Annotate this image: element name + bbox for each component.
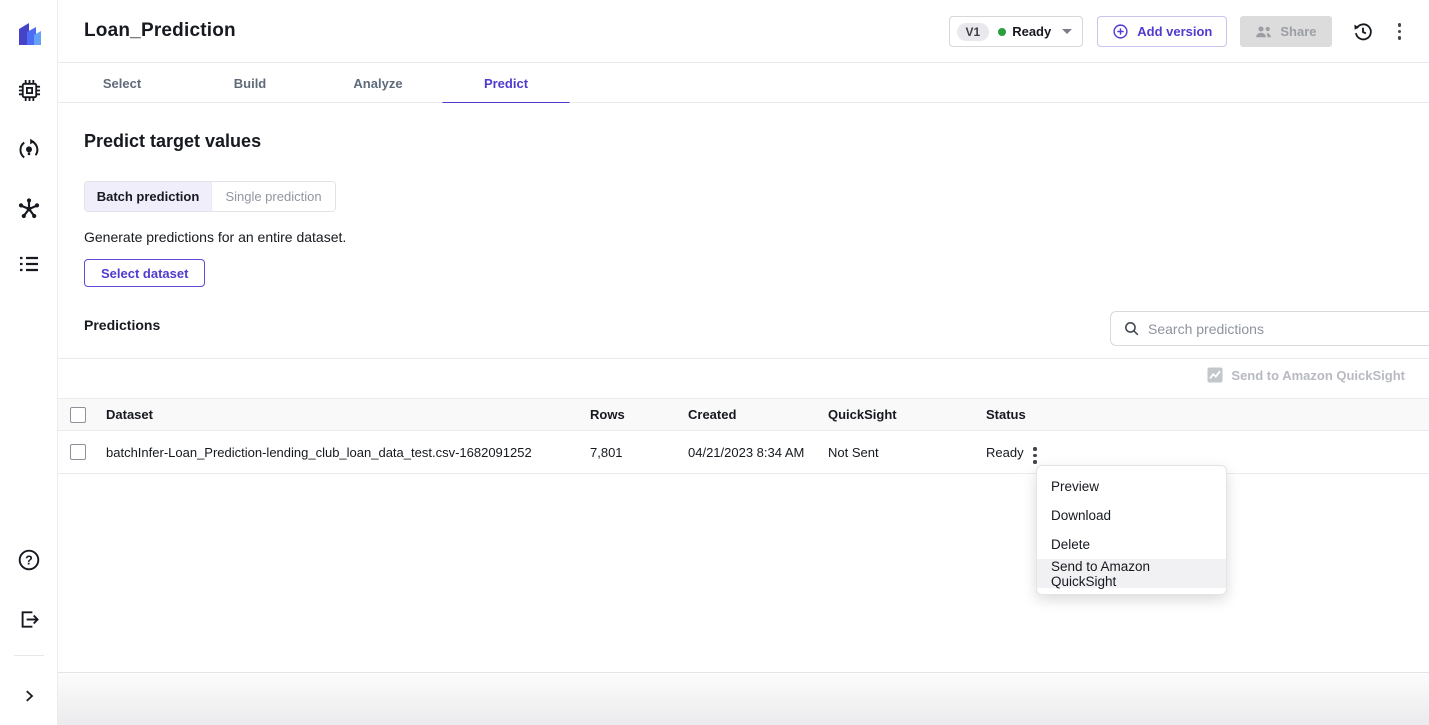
- row-context-menu: Preview Download Delete Send to Amazon Q…: [1036, 465, 1227, 595]
- version-history-button[interactable]: [1352, 21, 1374, 43]
- col-dataset: Dataset: [106, 407, 153, 422]
- section-divider: [58, 358, 1429, 359]
- row-created: 04/21/2023 8:34 AM: [688, 444, 805, 460]
- menu-item-download[interactable]: Download: [1051, 508, 1112, 523]
- page-title: Loan_Prediction: [84, 20, 236, 41]
- row-quicksight: Not Sent: [828, 444, 879, 460]
- col-rows: Rows: [590, 407, 625, 422]
- status-dot-icon: [998, 27, 1007, 36]
- topbar: Loan_Prediction V1 Ready Add version: [58, 0, 1429, 62]
- sidebar: ?: [0, 0, 58, 725]
- menu-item-delete[interactable]: Delete: [1051, 537, 1091, 552]
- table-row[interactable]: batchInfer-Loan_Prediction-lending_club_…: [58, 431, 1429, 474]
- tab-select[interactable]: Select: [102, 76, 142, 91]
- search-icon: [1125, 322, 1139, 336]
- logout-icon[interactable]: [0, 599, 58, 639]
- version-badge: V1: [956, 22, 990, 41]
- row-dataset: batchInfer-Loan_Prediction-lending_club_…: [106, 444, 532, 460]
- col-quicksight: QuickSight: [828, 407, 897, 422]
- select-dataset-button[interactable]: Select dataset: [84, 259, 206, 287]
- models-icon[interactable]: [0, 189, 58, 229]
- version-selector[interactable]: V1 Ready: [948, 16, 1084, 47]
- version-status: Ready: [998, 24, 1051, 39]
- send-to-quicksight-button[interactable]: Send to Amazon QuickSight: [1207, 367, 1405, 383]
- more-actions-button[interactable]: [1394, 19, 1406, 44]
- quicksight-icon: [1207, 367, 1223, 383]
- tab-build[interactable]: Build: [233, 76, 267, 91]
- section-heading: Predict target values: [84, 131, 262, 151]
- add-plus-icon: [1113, 24, 1128, 39]
- canvas-logo: [0, 14, 58, 54]
- single-prediction-segment[interactable]: Single prediction: [211, 182, 335, 211]
- predictions-table-header: Dataset Rows Created QuickSight Status: [58, 398, 1429, 431]
- share-people-icon: [1256, 25, 1272, 37]
- row-actions-button[interactable]: [1029, 443, 1041, 468]
- chip-icon[interactable]: [0, 70, 58, 110]
- row-checkbox[interactable]: [70, 444, 86, 460]
- row-rows: 7,801: [590, 444, 623, 460]
- predict-panel: Predict target values Batch prediction S…: [58, 103, 1429, 672]
- retrain-icon[interactable]: [0, 130, 58, 170]
- help-icon[interactable]: ?: [0, 540, 58, 580]
- expand-chevron-icon[interactable]: [0, 676, 58, 716]
- page-footer-background: [58, 672, 1429, 725]
- topbar-actions: V1 Ready Add version Share: [948, 16, 1406, 47]
- batch-prediction-segment[interactable]: Batch prediction: [85, 182, 211, 211]
- col-status: Status: [986, 407, 1026, 422]
- share-button[interactable]: Share: [1240, 16, 1332, 47]
- row-status: Ready: [986, 444, 1024, 460]
- menu-item-preview[interactable]: Preview: [1051, 479, 1100, 494]
- predictions-heading: Predictions: [84, 317, 161, 333]
- model-tabs: Select Build Analyze Predict: [58, 62, 1429, 105]
- search-predictions: [1110, 311, 1429, 346]
- tab-analyze[interactable]: Analyze: [353, 76, 403, 91]
- chevron-down-icon: [1062, 29, 1073, 34]
- history-icon: [1353, 22, 1372, 40]
- list-icon[interactable]: [0, 244, 58, 284]
- prediction-mode-toggle: Batch prediction Single prediction: [84, 181, 336, 212]
- tab-predict[interactable]: Predict: [442, 63, 570, 105]
- add-version-button[interactable]: Add version: [1097, 16, 1228, 47]
- search-input[interactable]: [1148, 320, 1388, 337]
- col-created: Created: [688, 407, 737, 422]
- svg-text:?: ?: [25, 553, 33, 567]
- menu-item-send-to-quicksight[interactable]: Send to Amazon QuickSight: [1037, 559, 1226, 589]
- batch-description: Generate predictions for an entire datas…: [84, 229, 347, 245]
- sidebar-divider: [14, 655, 44, 656]
- select-all-checkbox[interactable]: [70, 406, 86, 423]
